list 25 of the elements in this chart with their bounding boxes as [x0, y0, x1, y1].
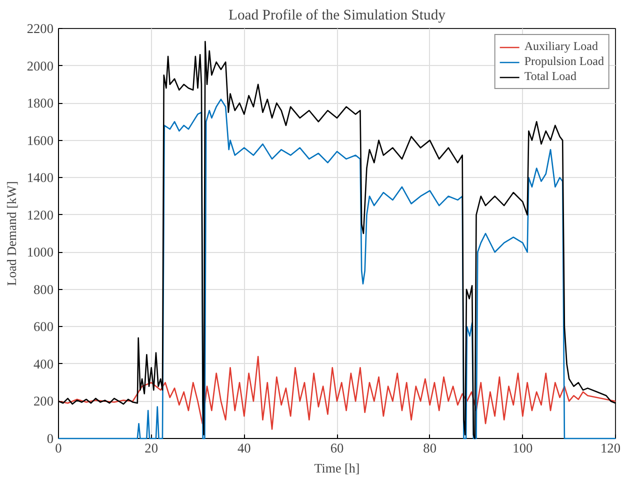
x-tick-label: 120: [600, 440, 621, 456]
y-tick-label: 600: [34, 319, 54, 334]
line-series: [58, 356, 616, 430]
y-tick-label: 1000: [26, 244, 54, 260]
y-tick-label: 800: [34, 282, 54, 297]
x-axis-title: Time [h]: [314, 460, 360, 476]
x-tick-label: 40: [238, 440, 252, 456]
y-tick-label: 1600: [26, 132, 54, 148]
x-tick-label: 60: [330, 440, 344, 456]
legend-label: Auxiliary Load: [524, 39, 598, 54]
y-tick-label: 1200: [26, 207, 54, 222]
legend-label: Propulsion Load: [524, 54, 604, 69]
x-tick-label: 80: [423, 440, 437, 456]
y-tick-label: 2200: [26, 21, 54, 36]
chart-title: Load Profile of the Simulation Study: [228, 8, 446, 24]
y-tick-label: 400: [34, 356, 54, 372]
y-tick-label: 1800: [26, 96, 54, 111]
y-tick-label: 0: [46, 431, 54, 446]
y-tick-label: 200: [34, 394, 54, 409]
y-tick-label: 1400: [26, 170, 54, 186]
x-tick-label: 20: [144, 440, 158, 456]
legend-label: Total Load: [524, 69, 576, 84]
y-tick-label: 2000: [26, 58, 54, 74]
x-tick-label: 100: [512, 440, 533, 456]
y-axis-title: Load Demand [kW]: [4, 181, 19, 286]
